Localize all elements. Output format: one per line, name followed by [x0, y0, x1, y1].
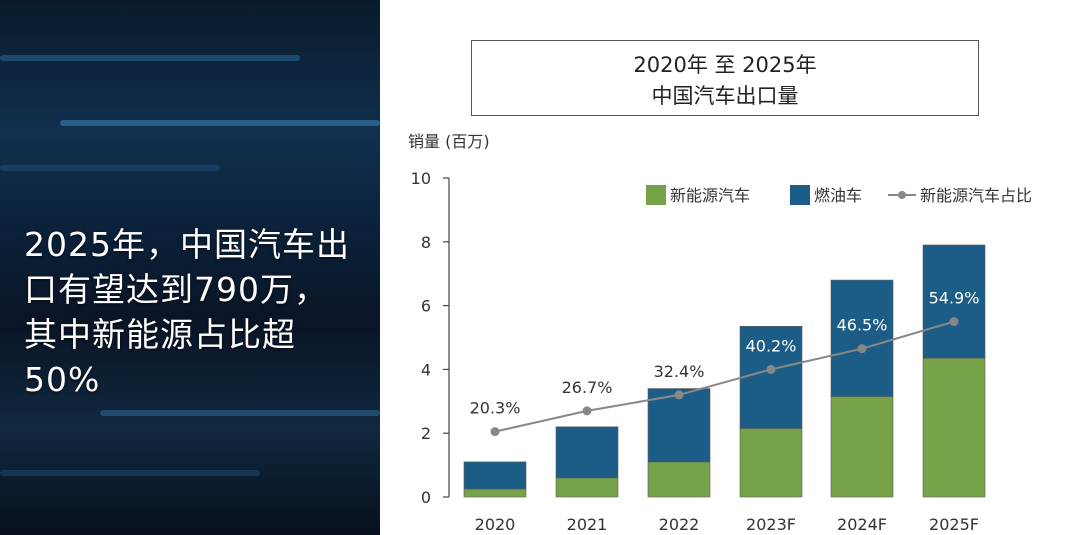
legend-swatch-nev [646, 185, 666, 205]
legend-label-share: 新能源汽车占比 [920, 186, 1032, 205]
share-line [494, 320, 955, 433]
bar-nev [555, 477, 619, 498]
bar-nev [830, 396, 894, 498]
bar-nev [463, 488, 527, 498]
share-point [490, 427, 500, 437]
light-streak [60, 120, 380, 126]
share-point [766, 364, 776, 374]
share-point [674, 390, 684, 400]
y-tick-label: 0 [421, 488, 431, 507]
y-tick-label: 2 [421, 424, 431, 443]
light-streak [0, 470, 260, 476]
y-tick-label: 10 [411, 169, 431, 188]
share-data-label: 54.9% [929, 289, 980, 308]
chart-title-line-2: 中国汽车出口量 [651, 84, 799, 108]
legend-label-fuel: 燃油车 [814, 186, 862, 205]
share-point [857, 344, 867, 354]
legend-swatch-fuel [790, 185, 810, 205]
bar-fuel [463, 461, 527, 490]
x-tick-label: 2022 [659, 515, 700, 534]
y-tick-label: 4 [421, 360, 431, 379]
share-data-label: 40.2% [746, 336, 797, 355]
legend-marker-share [898, 191, 906, 199]
share-data-label: 46.5% [837, 316, 888, 335]
background-panel: 2025年，中国汽车出口有望达到790万，其中新能源占比超50% [0, 0, 380, 535]
bar-nev [922, 357, 986, 498]
share-data-label: 32.4% [654, 362, 705, 381]
y-axis-label: 销量 (百万) [408, 132, 490, 151]
light-streak [0, 55, 300, 61]
bar-fuel [922, 244, 986, 359]
chart-title-line-1: 2020年 至 2025年 [633, 53, 817, 77]
share-data-label: 20.3% [470, 399, 521, 418]
bar-nev [739, 428, 803, 498]
chart-title-box: 2020年 至 2025年 中国汽车出口量 [471, 40, 979, 116]
light-streak [0, 165, 220, 171]
x-tick-label: 2025F [929, 515, 979, 534]
share-point [949, 317, 959, 327]
legend-label-nev: 新能源汽车 [670, 186, 750, 205]
bar-fuel [647, 388, 711, 463]
x-tick-label: 2020 [475, 515, 516, 534]
share-data-label: 26.7% [562, 378, 613, 397]
x-tick-label: 2021 [567, 515, 608, 534]
x-tick-label: 2023F [746, 515, 796, 534]
share-point [582, 406, 592, 416]
bar-fuel [830, 279, 894, 397]
bar-nev [647, 461, 711, 498]
bar-fuel [555, 426, 619, 479]
light-streak [100, 410, 380, 416]
y-tick-label: 6 [421, 297, 431, 316]
x-tick-label: 2024F [837, 515, 887, 534]
headline-text: 2025年，中国汽车出口有望达到790万，其中新能源占比超50% [24, 225, 350, 399]
bar-fuel [739, 326, 803, 429]
y-tick-label: 8 [421, 233, 431, 252]
